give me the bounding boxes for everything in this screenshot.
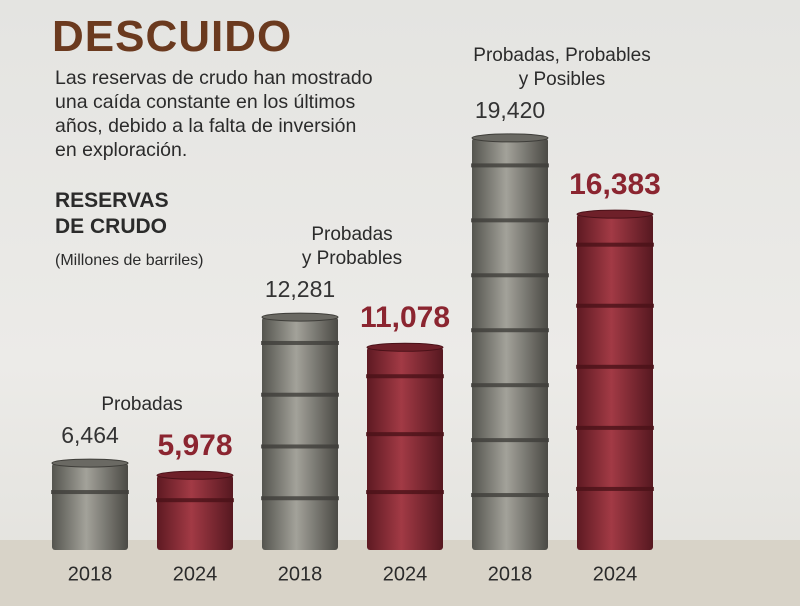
barrel-rib <box>576 425 654 430</box>
barrel-rib <box>471 493 549 498</box>
value-label: 16,383 <box>569 168 661 201</box>
barrel-rib <box>366 374 444 379</box>
title: DESCUIDO <box>52 12 293 61</box>
barrel-rib <box>471 438 549 443</box>
value-label: 6,464 <box>61 422 119 448</box>
barrel-rib <box>156 498 234 503</box>
subtitle: Las reservas de crudo han mostrado una c… <box>55 67 373 161</box>
barrel <box>262 317 338 550</box>
units-label: (Millones de barriles) <box>55 252 204 269</box>
barrel-rib <box>366 432 444 437</box>
x-tick-label: 2024 <box>173 563 218 585</box>
value-label: 19,420 <box>475 97 545 123</box>
y-axis-label: RESERVAS DE CRUDO <box>55 189 169 238</box>
floor <box>0 540 800 606</box>
barrel-rib <box>576 486 654 491</box>
barrel-rib <box>471 328 549 333</box>
barrel-rib <box>576 303 654 308</box>
value-label: 5,978 <box>157 429 232 462</box>
barrel-rib <box>576 364 654 369</box>
barrel-rib <box>471 163 549 168</box>
barrel-rib <box>261 444 339 449</box>
barrel <box>157 475 233 550</box>
barrel-rib <box>261 496 339 501</box>
barrel-lid <box>471 133 549 143</box>
barrel-rib <box>261 340 339 345</box>
barrel-rib <box>471 273 549 278</box>
x-tick-label: 2024 <box>593 563 638 585</box>
barrel-lid <box>51 458 129 468</box>
barrel-lid <box>366 342 444 352</box>
barrel <box>577 214 653 550</box>
barrel-rib <box>471 383 549 388</box>
x-tick-label: 2018 <box>68 563 113 585</box>
value-label: 12,281 <box>265 276 335 302</box>
x-tick-label: 2018 <box>488 563 533 585</box>
category-label: Probadas <box>101 394 183 416</box>
category-label: Probadas y Probables <box>301 224 403 270</box>
barrel <box>472 137 548 550</box>
barrel-rib <box>471 218 549 223</box>
barrel-rib <box>51 490 129 495</box>
barrel <box>367 347 443 550</box>
barrel-rib <box>576 242 654 247</box>
barrel-lid <box>156 470 234 480</box>
category-label: Probadas, Probables y Posibles <box>473 44 651 90</box>
barrel-lid <box>261 312 339 322</box>
value-label: 11,078 <box>360 301 450 334</box>
barrel-rib <box>261 392 339 397</box>
barrel-lid <box>576 209 654 219</box>
x-tick-label: 2018 <box>278 563 323 585</box>
barrel-rib <box>366 490 444 495</box>
barrel <box>52 463 128 550</box>
x-tick-label: 2024 <box>383 563 428 585</box>
